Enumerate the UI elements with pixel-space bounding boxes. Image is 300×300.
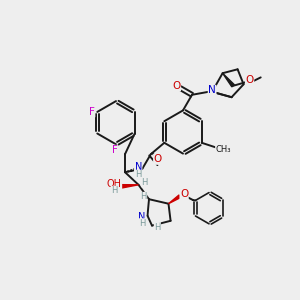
Text: N: N xyxy=(208,85,216,95)
Text: H: H xyxy=(139,219,145,228)
Text: H: H xyxy=(140,192,147,201)
Text: OH: OH xyxy=(107,179,122,189)
Text: H: H xyxy=(135,170,141,179)
Polygon shape xyxy=(223,73,234,87)
Text: H: H xyxy=(141,178,148,187)
Text: CH₃: CH₃ xyxy=(216,145,231,154)
Text: H: H xyxy=(111,186,117,195)
Text: N: N xyxy=(138,212,146,222)
Text: O: O xyxy=(245,75,254,85)
Polygon shape xyxy=(169,195,181,204)
Text: F: F xyxy=(89,107,95,117)
Polygon shape xyxy=(122,185,139,188)
Text: F: F xyxy=(112,145,117,155)
Text: H: H xyxy=(154,223,161,232)
Text: O: O xyxy=(180,189,188,199)
Text: N: N xyxy=(134,162,142,172)
Text: O: O xyxy=(172,81,181,91)
Text: O: O xyxy=(154,154,162,164)
